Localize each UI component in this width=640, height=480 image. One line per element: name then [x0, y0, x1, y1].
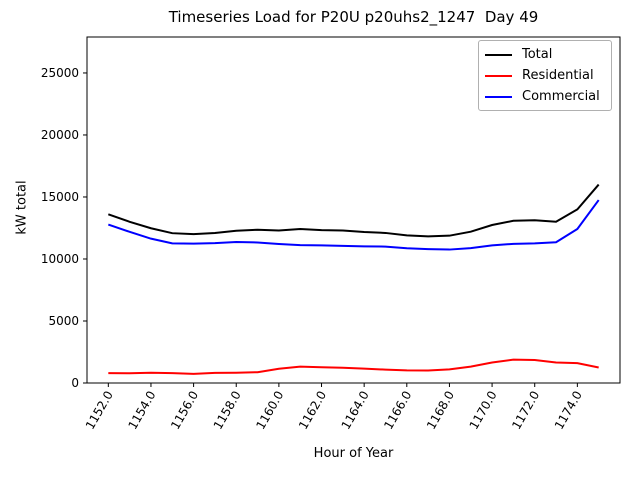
y-axis-ticks: 0 5000 10000 15000 20000 25000: [41, 66, 87, 390]
y-tick-label: 0: [71, 376, 79, 390]
legend-label-commercial: Commercial: [522, 89, 600, 104]
x-axis-ticks: 1152.0 1154.0 1156.0 1158.0 1160.0 1162.0 1164…: [83, 383, 585, 432]
x-tick-label: 1160.0: [253, 389, 286, 432]
x-tick-label: 1162.0: [296, 389, 329, 432]
legend-line-residential: [485, 74, 512, 77]
series-line-commercial: [107, 199, 600, 251]
y-tick-label: 20000: [41, 128, 79, 142]
legend-entry-residential: Residential: [485, 69, 605, 82]
series-line-total: [107, 183, 600, 238]
legend: Total Residential Commercial: [478, 40, 612, 111]
y-tick-label: 25000: [41, 66, 79, 80]
y-tick-label: 15000: [41, 190, 79, 204]
x-tick-label: 1168.0: [424, 389, 457, 432]
legend-line-total: [485, 53, 512, 56]
x-tick-label: 1154.0: [125, 389, 158, 432]
series-line-residential: [108, 358, 599, 375]
x-tick-label: 1174.0: [552, 389, 585, 432]
series-lines: [107, 183, 600, 375]
legend-entry-total: Total: [485, 48, 605, 61]
legend-label-residential: Residential: [522, 68, 594, 83]
legend-line-commercial: [485, 95, 512, 98]
x-tick-label: 1156.0: [168, 389, 201, 432]
x-tick-label: 1172.0: [509, 389, 542, 432]
y-tick-label: 10000: [41, 252, 79, 266]
x-axis-label: Hour of Year: [313, 446, 394, 461]
legend-label-total: Total: [522, 47, 553, 62]
x-tick-label: 1170.0: [467, 389, 500, 432]
x-tick-label: 1164.0: [339, 389, 372, 432]
legend-entry-commercial: Commercial: [485, 90, 605, 103]
y-tick-label: 5000: [48, 314, 79, 328]
chart-title: Timeseries Load for P20U p20uhs2_1247 Da…: [168, 8, 539, 26]
x-tick-label: 1158.0: [211, 389, 244, 432]
x-tick-label: 1166.0: [381, 389, 414, 432]
x-tick-label: 1152.0: [83, 389, 116, 432]
